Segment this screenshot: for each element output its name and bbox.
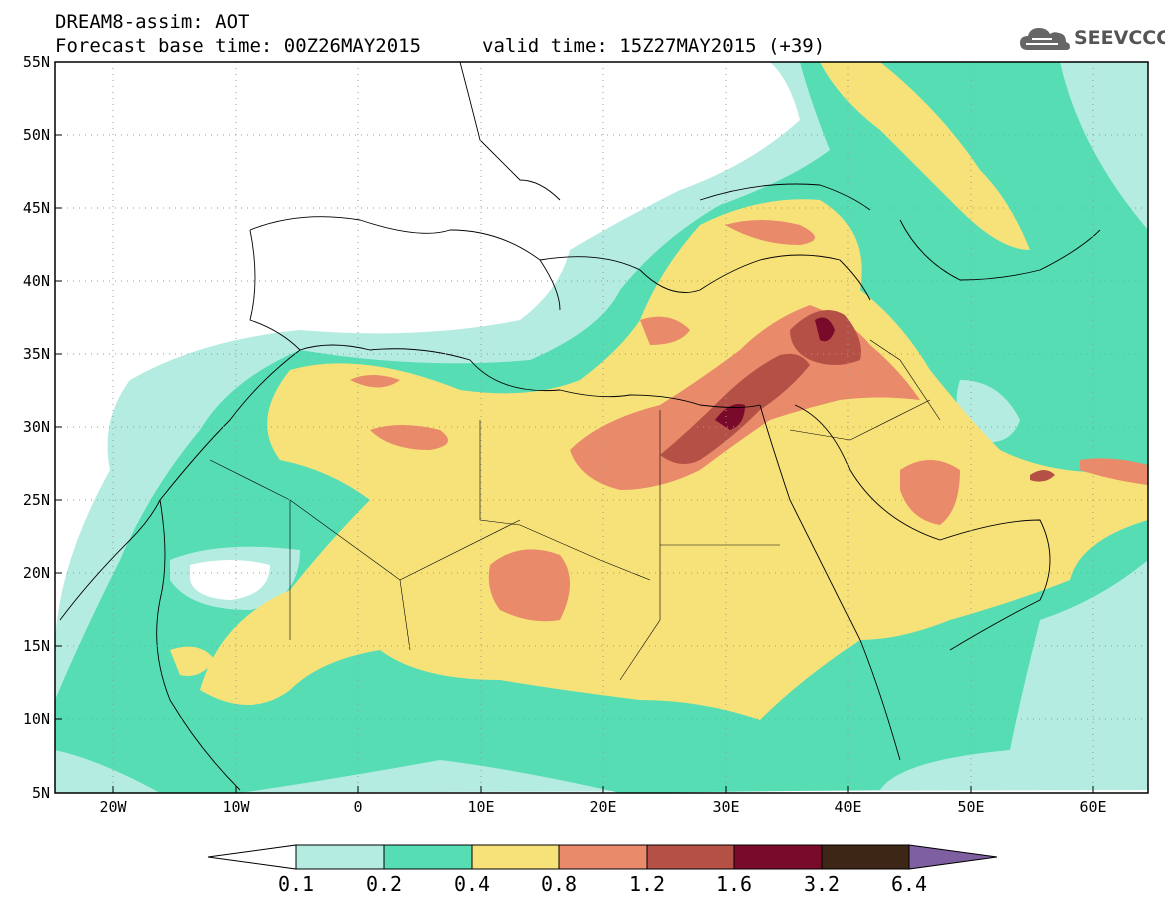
colorbar-upper-arrow [908, 844, 998, 870]
colorbar [207, 844, 998, 870]
lon-label: 40E [834, 798, 861, 816]
colorbar-bin [471, 844, 560, 870]
colorbar-label: 6.4 [890, 872, 928, 896]
lat-label: 10N [23, 710, 50, 728]
lon-label: 60E [1079, 798, 1106, 816]
colorbar-bin [558, 844, 648, 870]
colorbar-label: 1.6 [715, 872, 753, 896]
latitude-labels: 55N 50N 45N 40N 35N 30N 25N 20N 15N 10N … [23, 53, 50, 802]
lat-label: 40N [23, 272, 50, 290]
lat-label: 5N [32, 784, 50, 802]
forecast-base-time: Forecast base time: 00Z26MAY2015 [55, 35, 422, 57]
cloud-icon [1020, 28, 1070, 50]
lon-label: 30E [712, 798, 739, 816]
lat-label: 50N [23, 126, 50, 144]
lon-label: 20W [99, 798, 127, 816]
lat-label: 15N [23, 637, 50, 655]
colorbar-bin [821, 844, 910, 870]
longitude-labels: 20W 10W 0 10E 20E 30E 40E 50E 60E [99, 798, 1106, 816]
lon-label: 50E [957, 798, 984, 816]
lon-label: 10E [467, 798, 494, 816]
colorbar-label: 0.1 [277, 872, 315, 896]
lat-label: 55N [23, 53, 50, 71]
borders [209, 339, 941, 681]
seevccc-logo: SEEVCCC [1018, 22, 1165, 56]
lat-label: 20N [23, 564, 50, 582]
lon-label: 10W [222, 798, 250, 816]
lon-label: 20E [589, 798, 616, 816]
lat-label: 25N [23, 491, 50, 509]
valid-time: valid time: 15Z27MAY2015 (+39) [482, 35, 826, 57]
graticule [55, 62, 1148, 793]
tick-marks [55, 61, 1094, 794]
lat-label: 30N [23, 418, 50, 436]
logo-text: SEEVCCC [1074, 27, 1165, 49]
colorbar-label: 1.2 [628, 872, 666, 896]
lat-label: 35N [23, 345, 50, 363]
coastlines [59, 62, 1101, 791]
colorbar-lower-arrow [207, 844, 297, 870]
map-title: DREAM8-assim: AOT [55, 11, 250, 33]
aot-contour-1.6 [715, 404, 745, 430]
colorbar-bin [733, 844, 823, 870]
colorbar-bin [646, 844, 735, 870]
lon-label: 0 [353, 798, 362, 816]
colorbar-label: 0.2 [365, 872, 403, 896]
colorbar-label: 0.4 [453, 872, 491, 896]
colorbar-label: 0.8 [540, 872, 578, 896]
colorbar-bin [295, 844, 385, 870]
lat-label: 45N [23, 199, 50, 217]
colorbar-bin [383, 844, 473, 870]
colorbar-label: 3.2 [803, 872, 841, 896]
